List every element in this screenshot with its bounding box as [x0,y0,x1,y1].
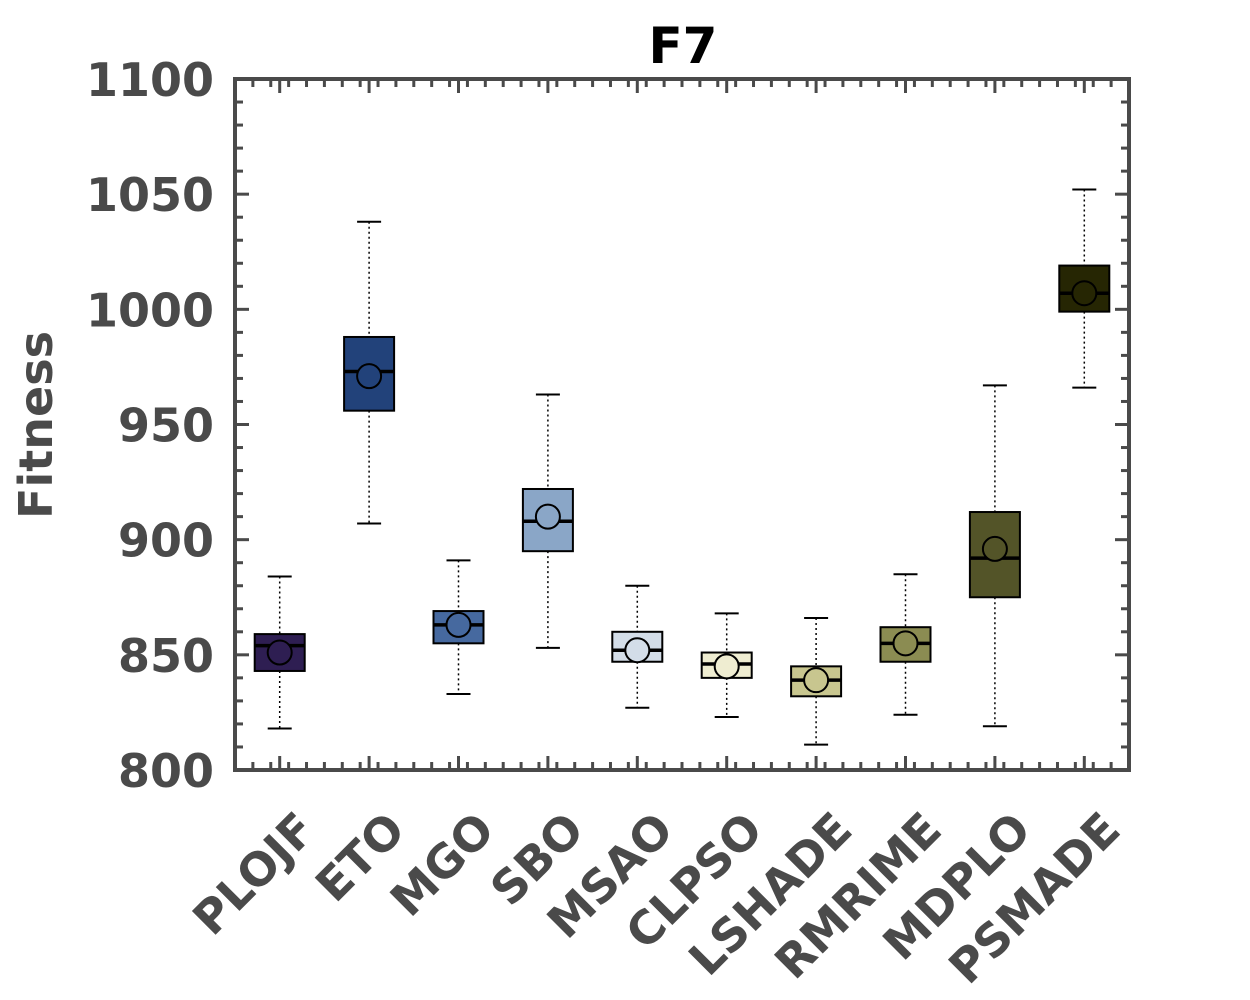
box-sbo [521,393,574,649]
mean-marker [356,363,383,390]
y-tick-label: 1000 [86,283,214,337]
y-tick-label: 1100 [86,53,214,107]
y-tick-label: 950 [118,399,214,453]
mean-marker [713,653,740,680]
box-plojf [253,575,306,730]
mean-marker [892,630,919,657]
box-mgo [432,559,485,695]
y-tick-label: 900 [118,514,214,568]
box-eto [343,220,396,525]
mean-marker [624,637,651,664]
box-psmade [1058,188,1111,389]
x-tick-label: MGO [380,802,505,927]
axis-ticks [235,77,1129,772]
mean-marker [266,639,293,666]
box-clpso [700,612,753,719]
mean-marker [534,503,561,530]
chart-title: F7 [649,17,718,75]
y-tick-label: 1050 [86,168,214,222]
mean-marker [1071,280,1098,307]
y-tick-label: 850 [118,629,214,683]
plot-frame [233,77,1131,772]
y-axis-label: Fitness [9,331,63,519]
mean-marker [445,611,472,638]
box-lshade [790,616,843,746]
mean-marker [803,667,830,694]
plot-area [253,188,1111,746]
y-tick-label: 800 [118,744,214,798]
box-rmrime [879,573,932,716]
box-mdplo [968,384,1021,728]
mean-marker [981,535,1008,562]
box-msao [611,584,664,709]
